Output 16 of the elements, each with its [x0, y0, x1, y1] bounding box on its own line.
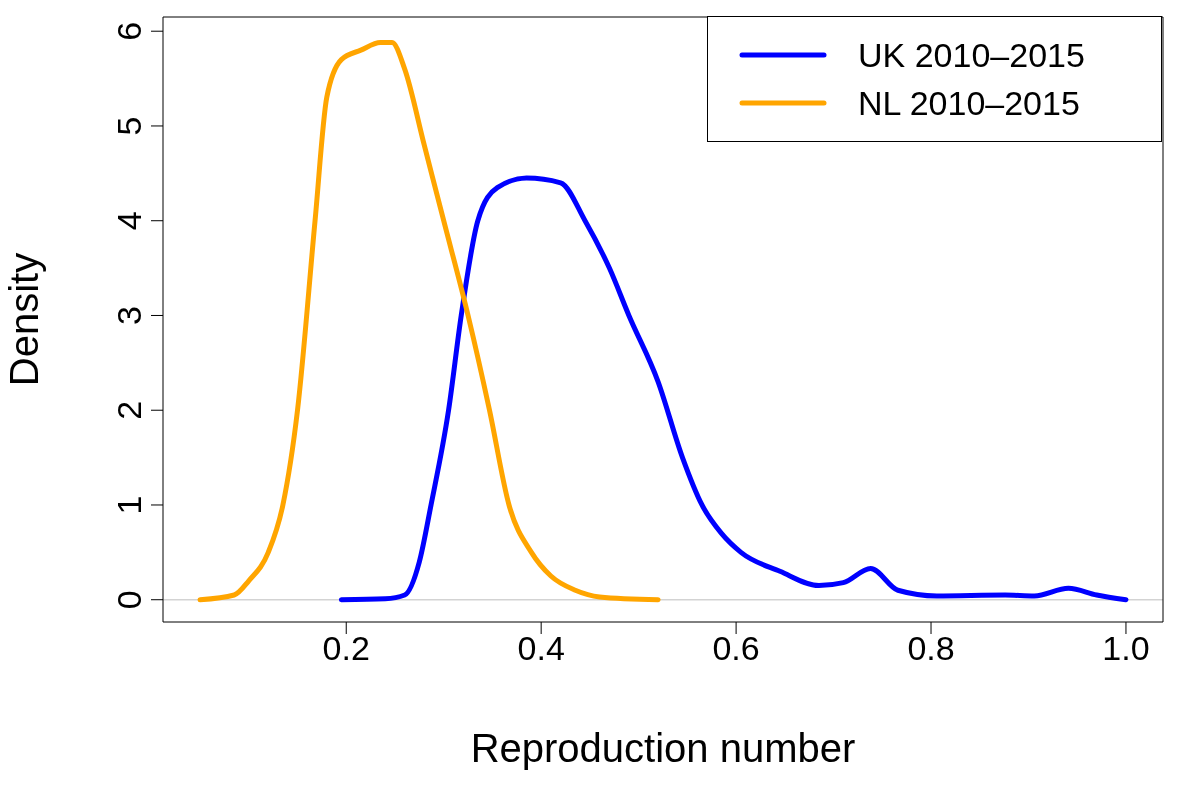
- y-tick-label: 0: [110, 590, 148, 610]
- x-axis-title: Reproduction number: [470, 726, 856, 770]
- y-axis-title: Density: [2, 252, 46, 387]
- y-tick-label: 4: [110, 211, 148, 231]
- x-tick-label: 0.8: [907, 629, 955, 668]
- y-tick-label: 3: [110, 306, 148, 325]
- x-tick-label: 0.4: [517, 629, 565, 668]
- x-tick-label: 0.2: [322, 629, 370, 668]
- legend-label: NL 2010–2015: [858, 83, 1080, 123]
- y-tick-label: 1: [110, 495, 148, 515]
- x-tick-label: 1.0: [1102, 629, 1150, 668]
- x-tick-label: 0.6: [712, 629, 760, 668]
- y-tick-label: 6: [110, 21, 148, 41]
- y-tick-label: 5: [110, 116, 148, 136]
- y-tick-label: 2: [110, 400, 148, 420]
- legend-label: UK 2010–2015: [858, 35, 1085, 75]
